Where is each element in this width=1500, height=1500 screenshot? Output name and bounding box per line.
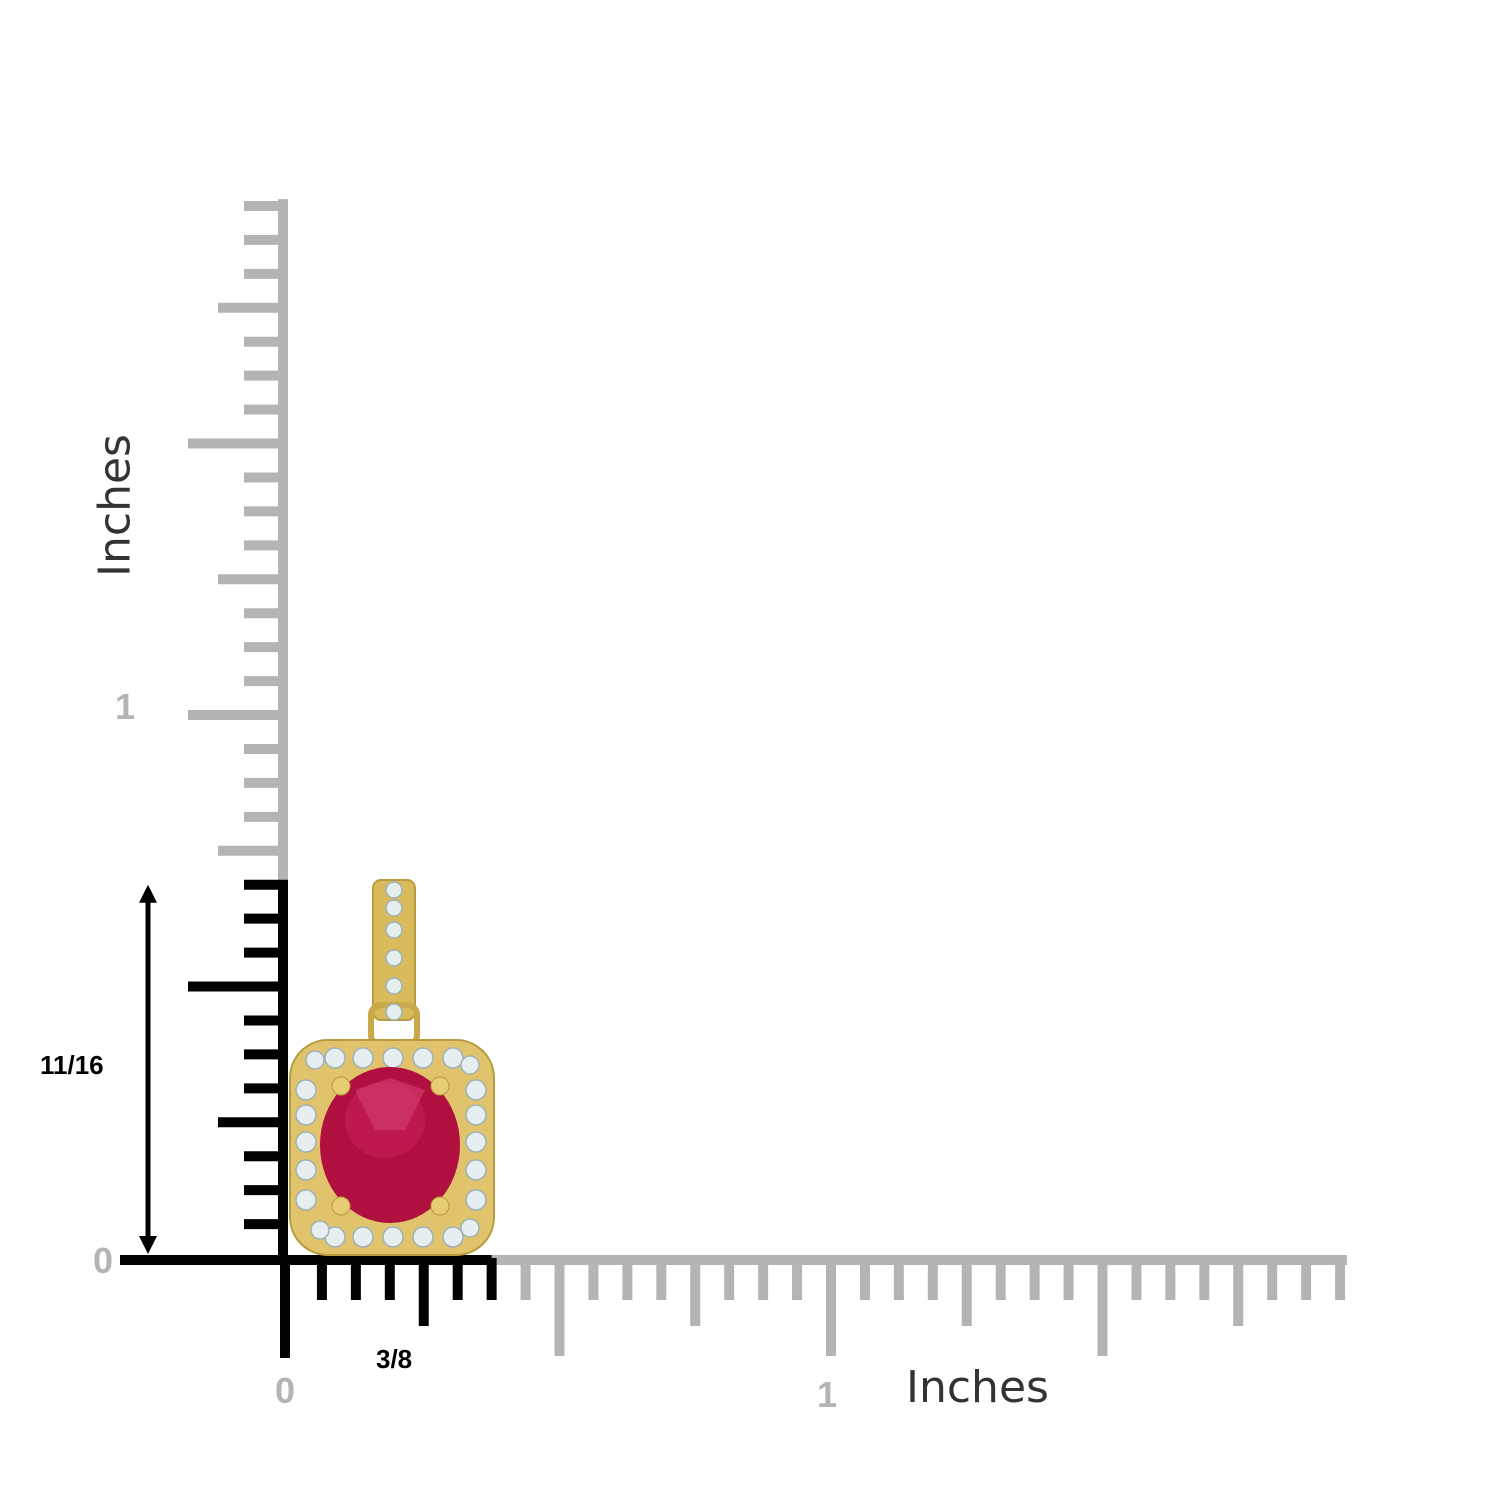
- diamond-stone: [295, 1104, 317, 1126]
- diamond-stone: [310, 1220, 330, 1240]
- diamond-stone: [465, 1189, 487, 1211]
- horizontal-unit-label: Inches: [906, 1362, 1049, 1413]
- diamond-stone: [385, 881, 403, 899]
- horizontal-tick-label-1: 1: [817, 1374, 838, 1415]
- diamond-stone: [385, 977, 403, 995]
- prongs: [331, 1076, 450, 1216]
- arrowhead-icon: [139, 884, 157, 903]
- diamond-stone: [305, 1050, 325, 1070]
- diamond-stone: [324, 1047, 346, 1069]
- diamond-stone: [465, 1079, 487, 1101]
- horizontal-tick-label-0: 0: [275, 1370, 296, 1411]
- diamond-stone: [412, 1047, 434, 1069]
- diamond-stone: [460, 1055, 480, 1075]
- arrowhead-icon: [139, 1236, 157, 1254]
- vertical-unit-label: Inches: [89, 434, 141, 577]
- diamond-stone: [460, 1218, 480, 1238]
- width-measurement-label: 3/8: [376, 1344, 413, 1374]
- diamond-stone: [412, 1226, 434, 1248]
- diamond-stone: [295, 1159, 317, 1181]
- diamond-stone: [295, 1131, 317, 1153]
- diamond-stone: [295, 1189, 317, 1211]
- diamond-stone: [442, 1226, 464, 1248]
- diamond-stone: [382, 1047, 404, 1069]
- diamond-stone: [385, 1003, 403, 1021]
- height-measurement-label: 11/16: [40, 1050, 104, 1080]
- diamond-stone: [465, 1104, 487, 1126]
- diamond-stone: [352, 1047, 374, 1069]
- vertical-tick-label-0: 0: [93, 1240, 114, 1281]
- diamond-stone: [465, 1159, 487, 1181]
- diamond-stone: [295, 1079, 317, 1101]
- diamond-stone: [385, 949, 403, 967]
- diamond-stone: [385, 899, 403, 917]
- diamond-stone: [442, 1047, 464, 1069]
- diamond-stone: [385, 921, 403, 939]
- diamond-stone: [352, 1226, 374, 1248]
- diamond-stone: [465, 1131, 487, 1153]
- vertical-tick-label-1: 1: [115, 686, 136, 727]
- diamond-stone: [382, 1226, 404, 1248]
